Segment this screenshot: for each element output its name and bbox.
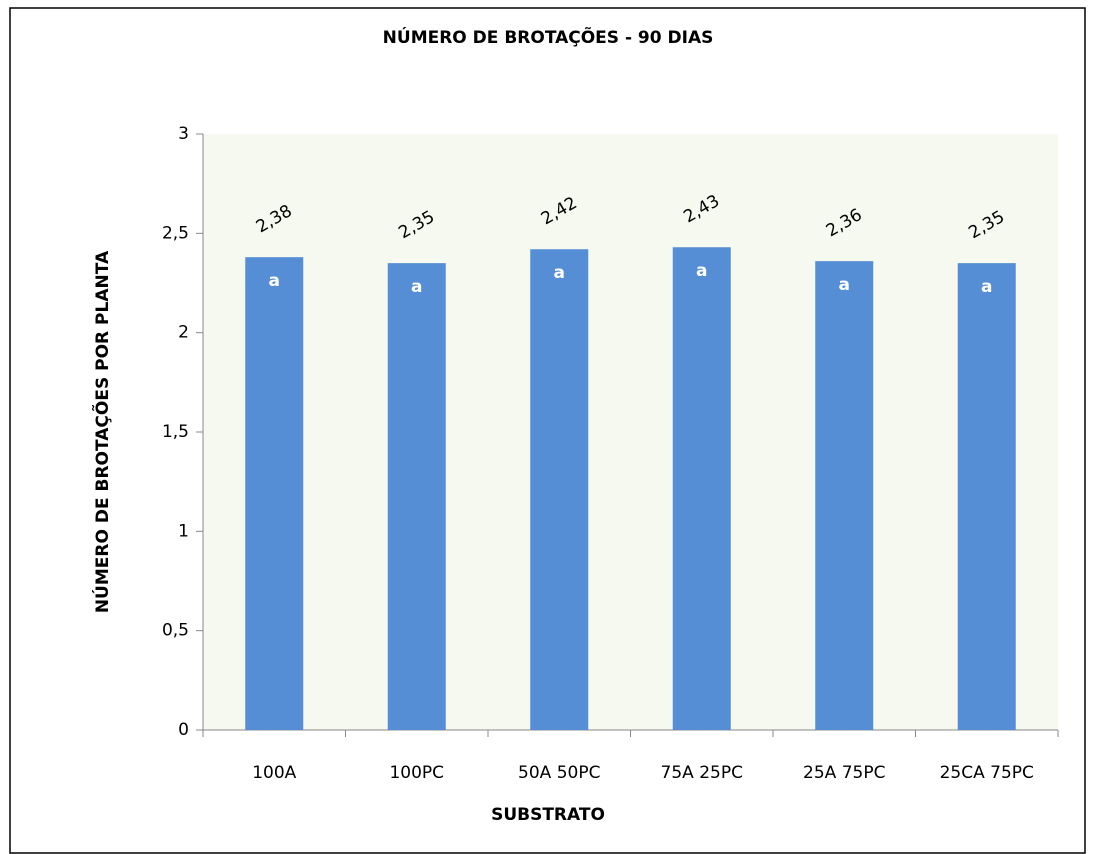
x-tick-label: 50A 50PC [518, 763, 600, 783]
x-tick-label: 100PC [389, 763, 444, 783]
plot-area [203, 134, 1058, 730]
x-tick-label: 100A [252, 763, 296, 783]
bar-annotation: a [554, 263, 565, 283]
bar [815, 261, 874, 730]
y-tick-label: 0,5 [162, 621, 189, 641]
bar-annotation: a [411, 277, 422, 297]
bar [530, 249, 589, 730]
x-tick-label: 25CA 75PC [940, 763, 1034, 783]
y-tick-label: 0 [178, 720, 189, 740]
bar-annotation: a [269, 271, 280, 291]
bar-annotation: a [981, 277, 992, 297]
y-tick-label: 1,5 [162, 422, 189, 442]
y-tick-label: 2 [178, 323, 189, 343]
x-axis-label: SUBSTRATO [491, 805, 605, 825]
x-tick-label: 75A 25PC [661, 763, 743, 783]
bar [387, 263, 446, 730]
y-axis-label: NÚMERO DE BROTAÇÕES POR PLANTA [90, 250, 113, 613]
y-tick-label: 3 [178, 124, 189, 144]
bar [672, 247, 731, 731]
y-tick-label: 1 [178, 521, 189, 541]
bar [245, 257, 304, 730]
bar-annotation: a [839, 275, 850, 295]
y-tick-label: 2,5 [162, 223, 189, 243]
chart-title: NÚMERO DE BROTAÇÕES - 90 DIAS [383, 25, 714, 48]
x-tick-label: 25A 75PC [803, 763, 885, 783]
bar-annotation: a [696, 261, 707, 281]
bar [957, 263, 1016, 730]
